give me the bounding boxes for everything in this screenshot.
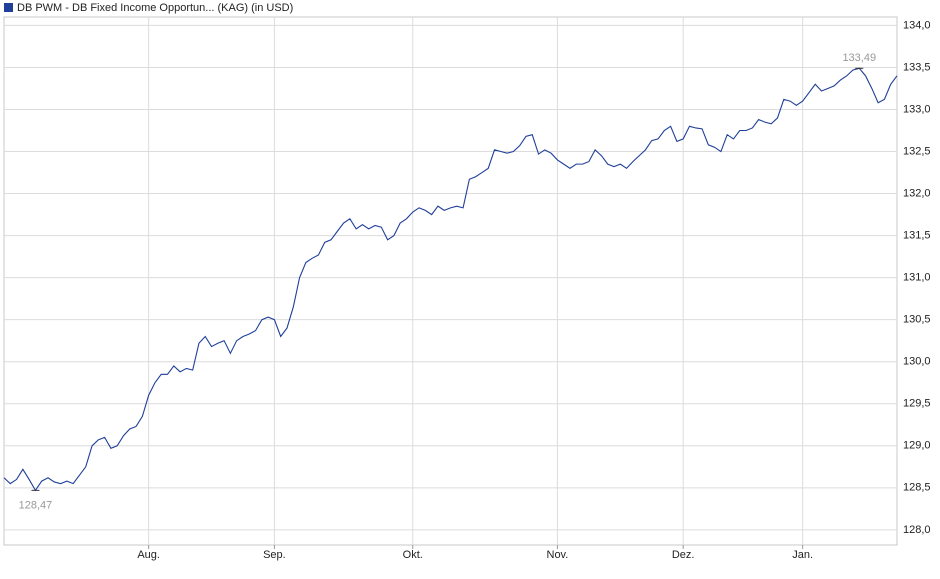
value-label: 128,47 xyxy=(19,499,53,511)
y-tick-label: 131,0 xyxy=(903,272,931,284)
x-tick-label: Dez. xyxy=(672,549,695,561)
y-tick-label: 129,0 xyxy=(903,440,931,452)
y-tick-label: 134,0 xyxy=(903,19,931,31)
legend-label: DB PWM - DB Fixed Income Opportun... (KA… xyxy=(17,2,293,14)
x-tick-label: Jan. xyxy=(792,549,813,561)
y-tick-label: 132,5 xyxy=(903,145,931,157)
y-tick-label: 133,5 xyxy=(903,61,931,73)
y-tick-label: 133,0 xyxy=(903,103,931,115)
x-tick-label: Nov. xyxy=(547,549,569,561)
y-tick-label: 132,0 xyxy=(903,187,931,199)
x-tick-label: Sep. xyxy=(263,549,286,561)
legend-swatch xyxy=(4,3,13,12)
y-tick-label: 128,0 xyxy=(903,524,931,536)
value-label: 133,49 xyxy=(842,52,876,64)
y-tick-label: 130,0 xyxy=(903,356,931,368)
price-line xyxy=(3,67,898,492)
y-tick-label: 131,5 xyxy=(903,230,931,242)
x-tick-label: Okt. xyxy=(403,549,423,561)
y-tick-label: 129,5 xyxy=(903,398,931,410)
plot-frame xyxy=(3,16,898,546)
x-tick-label: Aug. xyxy=(137,549,160,561)
y-tick-label: 128,5 xyxy=(903,482,931,494)
y-tick-label: 130,5 xyxy=(903,314,931,326)
